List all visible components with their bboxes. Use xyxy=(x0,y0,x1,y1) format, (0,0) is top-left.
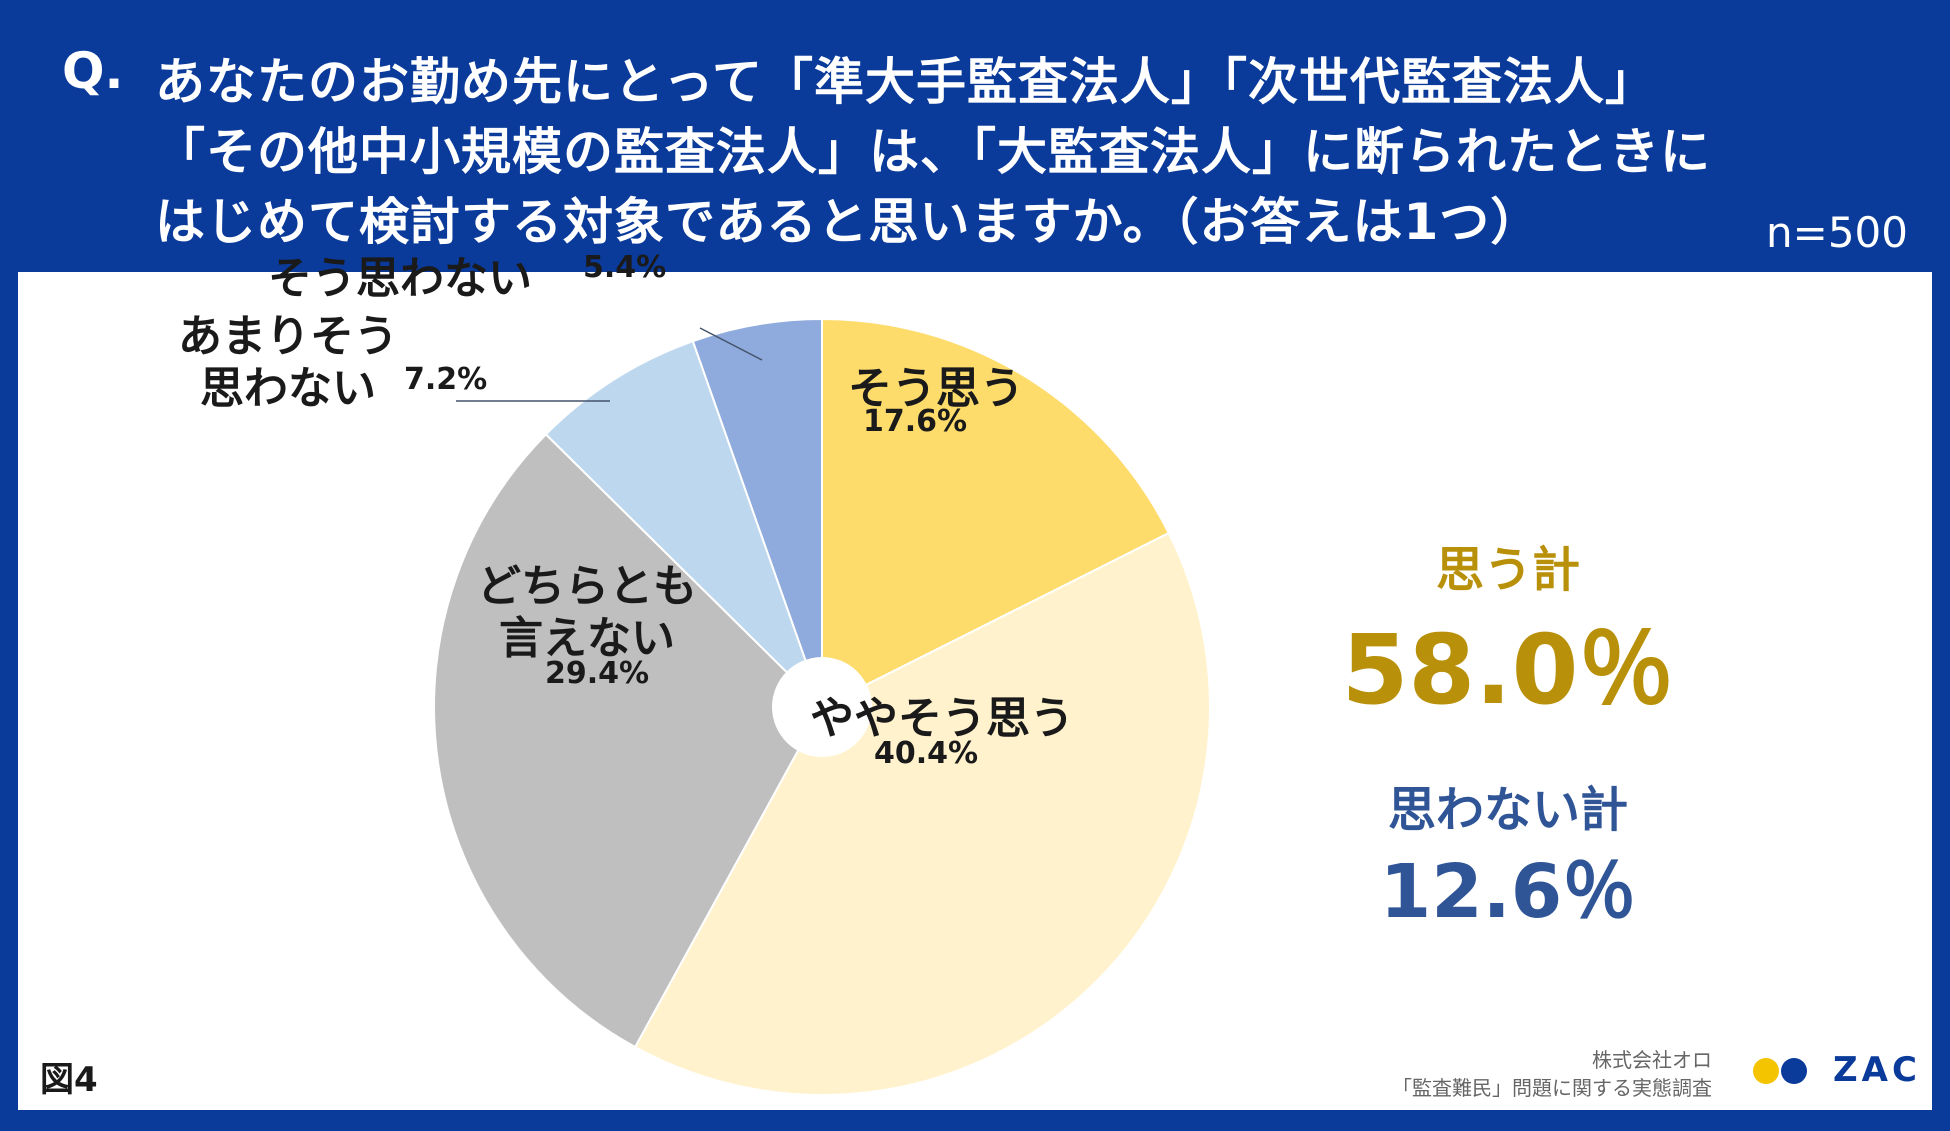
pie-slice-somewhat-disagree xyxy=(544,339,823,708)
logo-text: ZAC xyxy=(1833,1050,1921,1090)
logo-dot-blue xyxy=(1781,1058,1807,1084)
question-text-line-1: あなたのお勤め先にとって「準大手監査法人」「次世代監査法人」 xyxy=(155,53,1656,111)
figure-number: 図4 xyxy=(40,1060,98,1100)
slice-pct-disagree: 5.4% xyxy=(583,250,667,285)
slice-pct-somewhat-agree: 40.4% xyxy=(874,736,979,771)
slice-pct-agree: 17.6% xyxy=(863,404,968,439)
slice-label-neutral-line-1: どちらとも xyxy=(477,561,697,612)
slice-label-agree: そう思う xyxy=(848,363,1024,414)
credit-survey: 「監査難民」問題に関する実態調査 xyxy=(1392,1076,1712,1100)
question-header: Q. あなたのお勤め先にとって「準大手監査法人」「次世代監査法人」 「その他中小… xyxy=(0,0,1950,270)
pie-slice-neutral xyxy=(433,432,824,1049)
chart-panel: そう思う 17.6% ややそう思う 40.4% どちらとも 言えない 29.4%… xyxy=(18,250,1932,1110)
pie-chart xyxy=(433,317,1211,1096)
zac-logo: ZAC xyxy=(1753,1050,1923,1090)
agree-total-value: 58.0％ xyxy=(1341,614,1675,726)
slice-label-somewhat-disagree-line-1: あまりそう xyxy=(178,311,398,362)
question-text-line-3: はじめて検討する対象であると思いますか。（お答えは1つ） xyxy=(155,193,1542,251)
slice-pct-neutral: 29.4% xyxy=(545,656,650,691)
question-text-line-2: 「その他中小規模の監査法人」は、「大監査法人」に断られたときに xyxy=(155,123,1711,181)
question-mark: Q. xyxy=(62,42,124,100)
pie-slice-somewhat-agree xyxy=(633,531,1211,1096)
slice-label-disagree: そう思わない xyxy=(268,253,532,304)
pie-center-hole xyxy=(772,657,872,757)
logo-dot-yellow xyxy=(1753,1058,1779,1084)
sample-size: n=500 xyxy=(1766,208,1908,257)
pie-slice-disagree xyxy=(691,317,823,708)
slice-label-neutral-line-2: 言えない xyxy=(499,613,675,664)
pie-slice-agree xyxy=(821,317,1171,709)
slice-label-somewhat-disagree-line-2: 思わない xyxy=(200,363,376,414)
leader-line-disagree xyxy=(699,327,763,361)
disagree-total-value: 12.6％ xyxy=(1379,849,1637,935)
credit-company: 株式会社オロ xyxy=(1592,1048,1712,1072)
agree-total-title: 思う計 xyxy=(1435,542,1580,598)
disagree-total-title: 思わない計 xyxy=(1387,782,1628,838)
slice-label-somewhat-agree: ややそう思う xyxy=(810,693,1074,744)
slice-pct-somewhat-disagree: 7.2% xyxy=(404,362,488,397)
